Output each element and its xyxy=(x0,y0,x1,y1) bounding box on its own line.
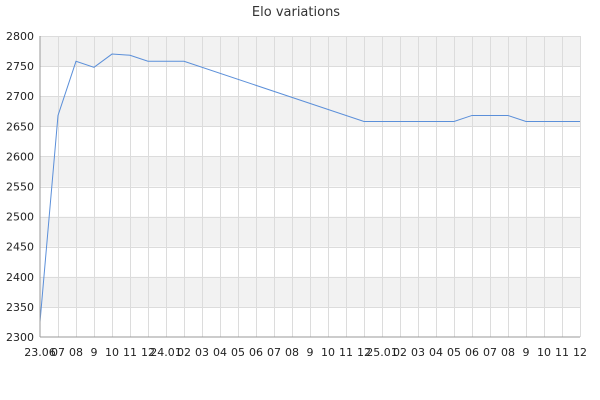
series-line xyxy=(39,53,580,322)
x-tick-label: 9 xyxy=(307,346,314,359)
x-tick-label: 11 xyxy=(555,346,569,359)
x-tick-label: 08 xyxy=(501,346,515,359)
y-tick-label: 2450 xyxy=(6,241,34,254)
x-tick-label: 10 xyxy=(321,346,335,359)
y-tick-label: 2800 xyxy=(6,30,34,43)
x-tick-label: 9 xyxy=(91,346,98,359)
x-tick-label: 10 xyxy=(105,346,119,359)
x-tick-label: 02 xyxy=(393,346,407,359)
x-tick-label: 12 xyxy=(141,346,155,359)
x-tick-label: 08 xyxy=(285,346,299,359)
x-tick-label: 07 xyxy=(483,346,497,359)
y-tick-label: 2650 xyxy=(6,120,34,133)
x-tick-label: 04 xyxy=(429,346,443,359)
y-tick-label: 2300 xyxy=(6,331,34,344)
x-tick-label: 9 xyxy=(523,346,530,359)
x-tick-label: 07 xyxy=(267,346,281,359)
x-tick-label: 06 xyxy=(249,346,263,359)
chart-title: Elo variations xyxy=(252,5,340,20)
x-tick-label: 25.01 xyxy=(366,346,398,359)
y-tick-label: 2400 xyxy=(6,271,34,284)
x-tick-label: 06 xyxy=(465,346,479,359)
x-tick-label: 02 xyxy=(177,346,191,359)
x-tick-label: 05 xyxy=(447,346,461,359)
y-tick-label: 2500 xyxy=(6,211,34,224)
x-tick-label: 23.06 xyxy=(24,346,56,359)
x-tick-label: 12 xyxy=(357,346,371,359)
vertical-gridlines xyxy=(58,36,581,337)
x-tick-label: 07 xyxy=(51,346,65,359)
y-tick-label: 2550 xyxy=(6,181,34,194)
x-tick-label: 24.01 xyxy=(150,346,182,359)
x-tick-label: 11 xyxy=(123,346,137,359)
x-tick-label: 03 xyxy=(195,346,209,359)
x-tick-label: 04 xyxy=(213,346,227,359)
y-tick-label: 2600 xyxy=(6,150,34,163)
x-tick-label: 10 xyxy=(537,346,551,359)
x-tick-label: 03 xyxy=(411,346,425,359)
horizontal-gridlines xyxy=(40,36,580,308)
y-tick-label: 2700 xyxy=(6,90,34,103)
y-tick-label: 2750 xyxy=(6,60,34,73)
x-tick-label: 11 xyxy=(339,346,353,359)
y-axis-ticks: 2300 2350 2400 2450 2500 2550 2600 2650 2700 2750… xyxy=(6,30,34,344)
series-layer xyxy=(39,53,580,322)
x-tick-label: 05 xyxy=(231,346,245,359)
x-tick-label: 12 xyxy=(573,346,587,359)
y-tick-label: 2350 xyxy=(6,301,34,314)
x-tick-label: 08 xyxy=(69,346,83,359)
